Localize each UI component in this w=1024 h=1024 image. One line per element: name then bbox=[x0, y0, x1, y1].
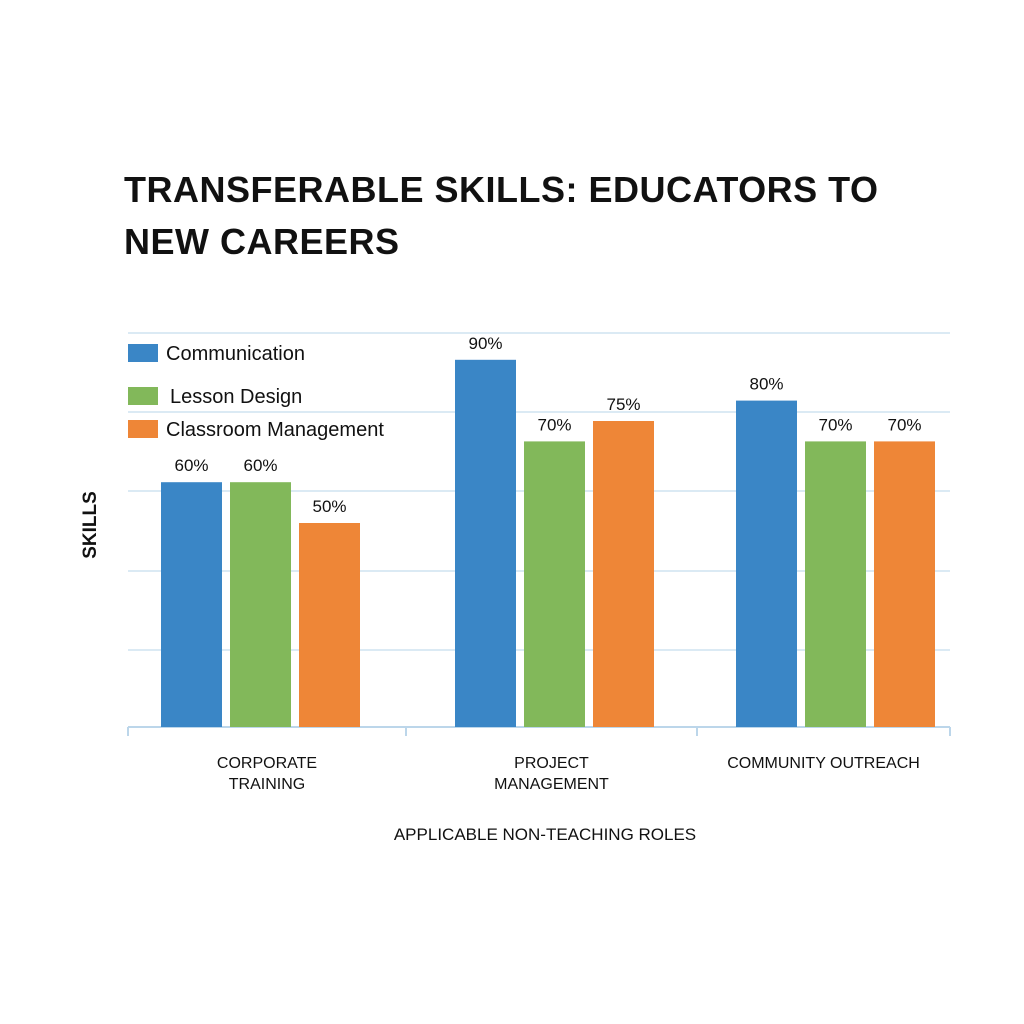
data-label: 80% bbox=[749, 375, 783, 394]
legend-swatch bbox=[128, 344, 158, 362]
legend-label: Classroom Management bbox=[166, 419, 384, 441]
data-label: 50% bbox=[312, 497, 346, 516]
x-tick-label: PROJECT MANAGEMENT bbox=[494, 755, 609, 793]
bar bbox=[524, 441, 585, 727]
data-label: 60% bbox=[174, 456, 208, 475]
legend-swatch bbox=[128, 387, 158, 405]
bar bbox=[299, 523, 360, 727]
data-label: 60% bbox=[243, 456, 277, 475]
data-label: 70% bbox=[818, 415, 852, 434]
legend: Communication Lesson Design Classroom Mana… bbox=[128, 343, 384, 441]
x-tick-labels: CORPORATE TRAINING PROJECT MANAGEMENT COMMUN… bbox=[217, 755, 920, 793]
x-tick-label: CORPORATE TRAINING bbox=[217, 755, 317, 793]
legend-label: Communication bbox=[166, 343, 305, 365]
bar bbox=[805, 441, 866, 727]
legend-label: Lesson Design bbox=[170, 386, 302, 408]
bar bbox=[230, 482, 291, 727]
x-axis bbox=[127, 726, 951, 736]
data-label: 90% bbox=[468, 334, 502, 353]
bars bbox=[161, 359, 935, 727]
bar bbox=[455, 359, 516, 727]
data-label: 75% bbox=[606, 395, 640, 414]
chart-title: TRANSFERABLE SKILLS: EDUCATORS TO NEW CA… bbox=[124, 169, 879, 262]
data-label: 70% bbox=[887, 415, 921, 434]
data-labels: 60% 90% 80% 60% 70% 70% 50% 75% 70% bbox=[174, 334, 921, 516]
bar bbox=[593, 421, 654, 727]
x-tick-label: COMMUNITY OUTREACH bbox=[727, 755, 920, 772]
data-label: 70% bbox=[537, 415, 571, 434]
x-axis-label: APPLICABLE NON-TEACHING ROLES bbox=[394, 825, 696, 844]
legend-swatch bbox=[128, 420, 158, 438]
bar bbox=[161, 482, 222, 727]
bar bbox=[736, 400, 797, 727]
y-axis-label: SKILLS bbox=[80, 491, 101, 559]
bar bbox=[874, 441, 935, 727]
